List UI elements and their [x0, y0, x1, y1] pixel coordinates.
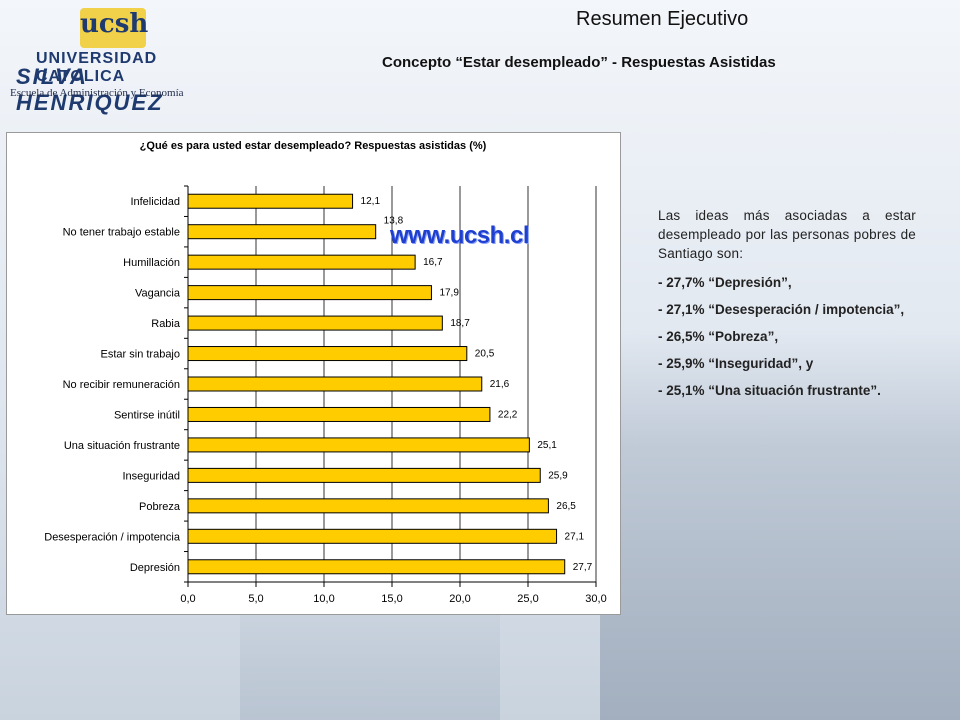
category-label: Sentirse inútil — [114, 409, 180, 421]
data-label: 25,9 — [548, 470, 568, 481]
summary-item-desc: “Inseguridad”, y — [708, 356, 814, 371]
summary-item-desc: “Pobreza”, — [708, 329, 779, 344]
bar — [187, 528, 558, 544]
summary-item: - 25,1% “Una situación frustrante”. — [658, 381, 916, 400]
bar — [187, 376, 483, 392]
x-tick-label: 15,0 — [381, 593, 402, 605]
data-label: 21,6 — [490, 379, 510, 390]
page-subtitle: Concepto “Estar desempleado” - Respuesta… — [382, 54, 776, 71]
data-label: 27,7 — [573, 562, 593, 573]
summary-item-pct: - 27,1% — [658, 302, 705, 317]
logo-university-name: UNIVERSIDAD CATOLICA — [36, 50, 158, 85]
category-label: Rabia — [151, 318, 181, 330]
summary-panel: Las ideas más asociadas a estar desemple… — [658, 206, 916, 408]
bar — [187, 498, 549, 514]
data-label: 25,1 — [537, 440, 557, 451]
website-watermark: www.ucsh.cl — [390, 222, 529, 249]
category-label: No tener trabajo estable — [63, 227, 180, 239]
background-building — [600, 330, 960, 720]
summary-item-pct: - 25,9% — [658, 356, 705, 371]
data-label: 17,9 — [439, 288, 459, 299]
bar — [187, 224, 377, 240]
chart-svg: ¿Qué es para usted estar desempleado? Re… — [44, 140, 606, 605]
bar — [187, 285, 432, 301]
summary-intro: Las ideas más asociadas a estar desemple… — [658, 208, 916, 261]
data-label: 20,5 — [475, 349, 495, 360]
university-logo: ucsh UNIVERSIDAD CATOLICA SILVA HENRIQUE… — [0, 0, 240, 115]
category-label: Vagancia — [135, 288, 181, 300]
summary-item: - 25,9% “Inseguridad”, y — [658, 354, 916, 373]
category-label: Pobreza — [139, 501, 181, 513]
data-label: 18,7 — [450, 318, 470, 329]
x-tick-label: 0,0 — [180, 593, 195, 605]
category-label: No recibir remuneración — [63, 379, 180, 391]
category-label: Desesperación / impotencia — [44, 531, 181, 543]
category-label: Infelicidad — [130, 196, 180, 208]
summary-item-desc: “Depresión”, — [708, 275, 792, 290]
summary-item-pct: - 27,7% — [658, 275, 705, 290]
category-label: Inseguridad — [123, 470, 181, 482]
bar — [187, 346, 468, 362]
data-label: 13,8 — [384, 216, 404, 227]
bar — [187, 437, 530, 453]
bar — [187, 406, 491, 422]
summary-item: - 27,7% “Depresión”, — [658, 273, 916, 292]
summary-item-pct: - 25,1% — [658, 383, 705, 398]
summary-item: - 26,5% “Pobreza”, — [658, 327, 916, 346]
summary-item-pct: - 26,5% — [658, 329, 705, 344]
page-title: Resumen Ejecutivo — [576, 8, 749, 30]
data-label: 22,2 — [498, 409, 518, 420]
chart-title: ¿Qué es para usted estar desempleado? Re… — [140, 140, 487, 152]
data-label: 12,1 — [361, 196, 381, 207]
category-label: Humillación — [123, 257, 180, 269]
category-label: Una situación frustrante — [64, 440, 180, 452]
bar — [187, 559, 566, 575]
bar — [187, 254, 416, 270]
logo-university-name-2: SILVA HENRIQUEZ — [16, 64, 164, 115]
x-tick-label: 10,0 — [313, 593, 334, 605]
data-label: 16,7 — [423, 257, 443, 268]
category-label: Estar sin trabajo — [101, 349, 180, 361]
category-label: Depresión — [130, 562, 180, 574]
summary-item-desc: “Una situación frustrante”. — [708, 383, 881, 398]
data-label: 26,5 — [556, 501, 576, 512]
logo-mark-text: ucsh — [80, 9, 149, 39]
x-tick-label: 25,0 — [517, 593, 538, 605]
x-tick-label: 20,0 — [449, 593, 470, 605]
summary-list: - 27,7% “Depresión”, - 27,1% “Desesperac… — [658, 273, 916, 400]
summary-item: - 27,1% “Desesperación / impotencia”, — [658, 300, 916, 319]
bar — [187, 315, 443, 331]
logo-mark — [80, 8, 146, 48]
data-label: 27,1 — [565, 531, 585, 542]
summary-item-desc: “Desesperación / impotencia”, — [708, 302, 905, 317]
x-tick-label: 30,0 — [585, 593, 606, 605]
x-tick-label: 5,0 — [248, 593, 263, 605]
bar — [187, 467, 541, 483]
bar — [187, 193, 354, 209]
logo-school-name: Escuela de Administración y Economía — [10, 87, 184, 99]
bar-chart: ¿Qué es para usted estar desempleado? Re… — [6, 132, 621, 615]
